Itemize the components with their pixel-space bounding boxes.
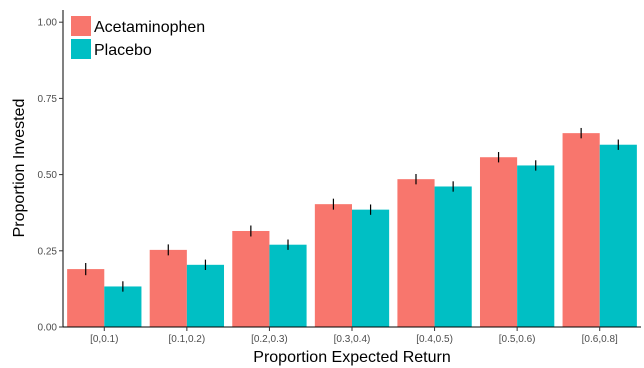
- x-tick-label: [0.1,0.2): [169, 334, 206, 345]
- bar-placebo-2: [269, 244, 307, 327]
- bar-acetaminophen-2: [232, 230, 270, 327]
- bar-placebo-4: [434, 186, 472, 327]
- bars-layer: [67, 133, 637, 327]
- bar-acetaminophen-0: [67, 269, 105, 327]
- bar-acetaminophen-5: [479, 157, 518, 327]
- bar-placebo-6: [599, 144, 637, 327]
- x-tick-label: [0.4,0.5): [416, 334, 453, 345]
- x-tick-label: [0,0.1): [90, 334, 118, 345]
- x-tick-label: [0.3,0.4): [334, 334, 371, 345]
- bar-acetaminophen-6: [562, 133, 600, 327]
- bar-acetaminophen-4: [397, 179, 435, 327]
- bar-acetaminophen-1: [149, 249, 187, 327]
- legend: Acetaminophen Placebo: [71, 16, 205, 59]
- error-bars-layer: [85, 127, 619, 292]
- y-ticks: 0.00 0.25 0.50 0.75 1.00: [38, 18, 63, 334]
- x-tick-label: [0.2,0.3): [251, 334, 288, 345]
- bar-placebo-3: [352, 209, 390, 327]
- x-tick-label: [0.6,0.8]: [582, 334, 618, 345]
- legend-label-placebo: Placebo: [94, 42, 152, 59]
- y-tick-label: 1.00: [38, 18, 58, 29]
- y-axis-title: Proportion Invested: [11, 99, 28, 238]
- legend-swatch-acetaminophen: [71, 16, 91, 36]
- legend-label-acetaminophen: Acetaminophen: [94, 19, 205, 36]
- bar-placebo-5: [517, 165, 555, 327]
- bar-placebo-0: [104, 286, 142, 327]
- x-tick-label: [0.5,0.6): [499, 334, 536, 345]
- y-tick-label: 0.75: [38, 94, 58, 105]
- y-tick-label: 0.00: [38, 323, 58, 334]
- x-ticks: [0,0.1) [0.1,0.2) [0.2,0.3) [0.3,0.4) [0.4,0…: [90, 327, 618, 345]
- bar-acetaminophen-3: [314, 204, 352, 327]
- bar-placebo-1: [186, 264, 225, 327]
- y-tick-label: 0.50: [38, 170, 58, 181]
- y-tick-label: 0.25: [38, 246, 58, 257]
- x-axis-title: Proportion Expected Return: [253, 349, 450, 366]
- legend-swatch-placebo: [71, 39, 91, 59]
